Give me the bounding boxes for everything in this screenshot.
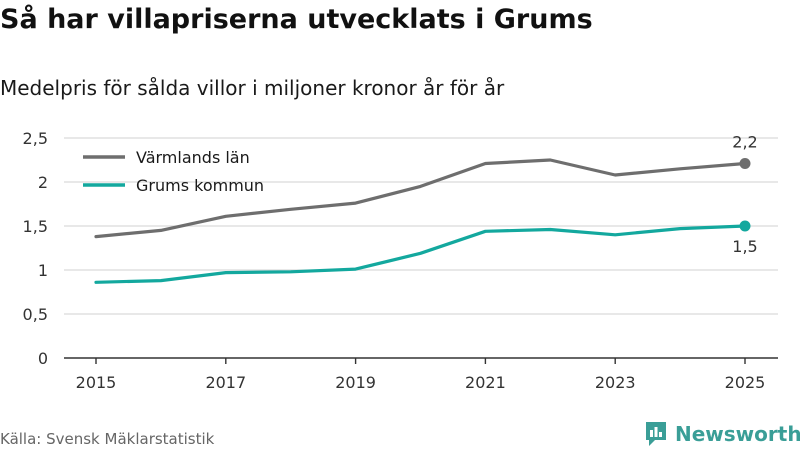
end-point-grums	[739, 220, 751, 232]
end-label-varmland: 2,2	[732, 133, 757, 152]
y-tick-label: 0	[38, 349, 48, 368]
brand-name: Newsworthy	[675, 422, 800, 446]
series-line-grums	[94, 224, 747, 284]
legend-label-varmland: Värmlands län	[136, 148, 250, 167]
source-note: Källa: Svensk Mäklarstatistik	[0, 430, 215, 448]
y-tick-label: 1	[38, 261, 48, 280]
y-tick-label: 0,5	[23, 305, 48, 324]
y-tick-label: 2	[38, 173, 48, 192]
chart-title: Så har villapriserna utvecklats i Grums	[0, 4, 593, 35]
end-point-varmland	[739, 158, 751, 170]
brand-logo[interactable]: Newsworthy	[644, 419, 800, 449]
x-tick-label: 2017	[205, 373, 246, 392]
series-line-varmland	[94, 158, 747, 239]
x-tick-label: 2021	[465, 373, 506, 392]
y-tick-label: 2,5	[23, 129, 48, 148]
legend-label-grums: Grums kommun	[136, 176, 264, 195]
x-tick-label: 2023	[595, 373, 636, 392]
end-label-grums: 1,5	[732, 237, 757, 256]
x-tick-label: 2025	[725, 373, 766, 392]
chart-subtitle: Medelpris för sålda villor i miljoner kr…	[0, 76, 505, 100]
x-tick-label: 2015	[76, 373, 117, 392]
x-tick-label: 2019	[335, 373, 376, 392]
newsworthy-logo-icon	[646, 422, 666, 446]
y-tick-label: 1,5	[23, 217, 48, 236]
